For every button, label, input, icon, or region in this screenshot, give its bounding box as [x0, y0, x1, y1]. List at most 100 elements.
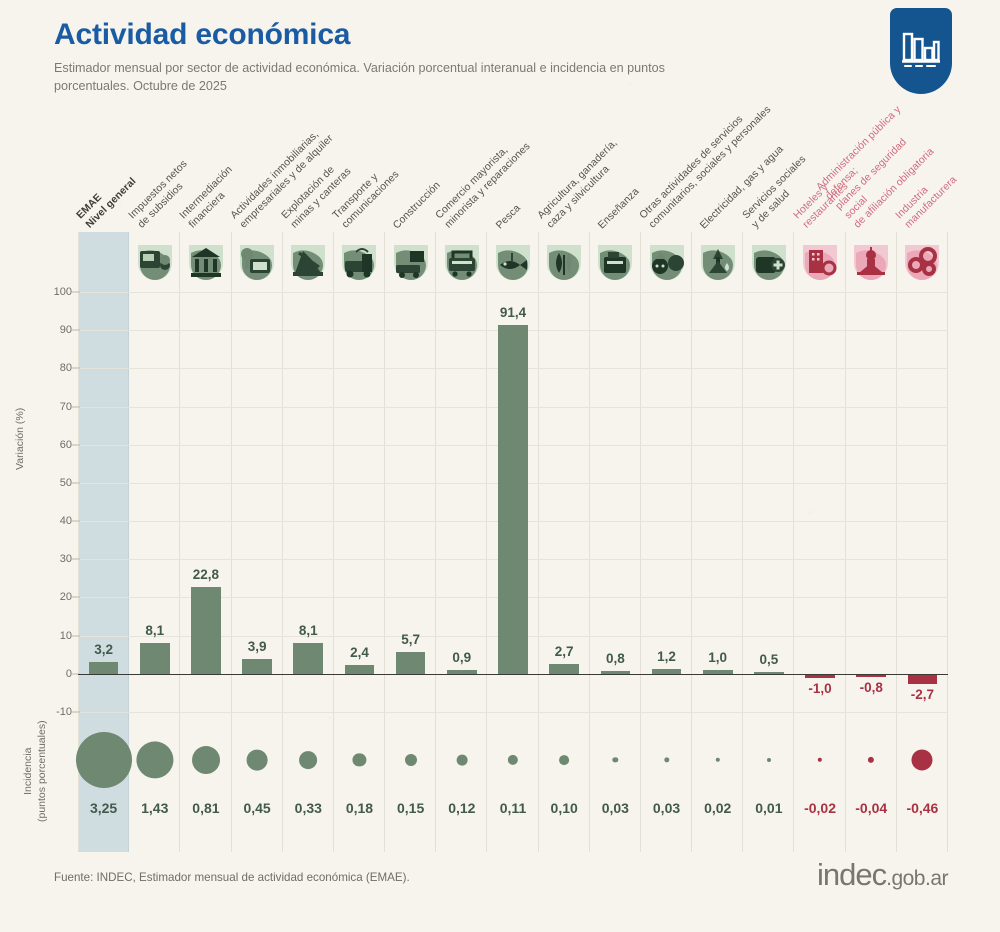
agriculture-icon — [539, 236, 590, 288]
transport-communications-icon — [334, 236, 385, 288]
bar — [191, 586, 221, 674]
bar — [293, 642, 324, 674]
header: Actividad económica Estimador mensual po… — [54, 18, 814, 96]
incidence-cell: 0,03 — [641, 712, 692, 852]
category-label: Pesca — [494, 202, 523, 232]
bar-value-label: 2,4 — [350, 644, 369, 660]
real-estate-icon — [232, 236, 283, 288]
y-axis-tick-label: 70 — [59, 400, 72, 413]
category-labels: EMAE Nivel general Impuestos netos de sub… — [75, 100, 978, 232]
incidence-bubble — [456, 754, 468, 766]
column-band — [129, 232, 181, 852]
column-band — [436, 232, 488, 852]
incidence-bubble — [507, 754, 519, 766]
y-axis-tick-label: 20 — [59, 591, 72, 604]
incidence-cell: 3,25 — [75, 712, 132, 852]
bar — [600, 670, 631, 674]
incidence-value-label: 0,33 — [294, 800, 322, 816]
incidence-cell: 0,03 — [590, 712, 641, 852]
brand-name: indec — [817, 857, 887, 892]
column-band — [385, 232, 437, 852]
y-axis-tick-label: -10 — [56, 706, 72, 718]
bar-value-label: 1,2 — [657, 649, 676, 665]
incidence-bubble — [715, 757, 720, 763]
incidence-bubble — [817, 757, 823, 763]
incidence-value-label: -0,04 — [855, 800, 888, 816]
incidence-cell: 0,33 — [283, 712, 334, 852]
bar — [702, 670, 733, 674]
y-axis-incidence-title: Incidencia (puntos porcentuales) — [22, 720, 48, 822]
bar-value-label: -1,0 — [808, 680, 832, 696]
bar-value-label: 91,4 — [499, 304, 527, 320]
sector-icon-row — [78, 232, 948, 292]
incidence-cell: -0,04 — [846, 712, 897, 852]
column-band — [846, 232, 897, 852]
y-axis-tick-mark — [72, 367, 80, 369]
community-services-icon — [641, 236, 692, 288]
y-axis-tick-label: 100 — [53, 286, 72, 298]
incidence-value-label: 0,45 — [243, 800, 271, 816]
bar-value-label: 8,1 — [145, 622, 165, 638]
bar-value-label: 8,1 — [298, 622, 318, 638]
y-axis-tick-mark — [72, 635, 80, 637]
incidence-value-label: 0,12 — [448, 800, 476, 816]
zero-baseline — [78, 673, 948, 676]
incidence-bubble — [404, 753, 417, 767]
incidence-value-label: 0,10 — [550, 800, 578, 816]
incidence-bubble — [246, 749, 268, 771]
bar-value-label: 0,8 — [605, 650, 625, 666]
construction-icon — [385, 236, 436, 288]
incidence-bubble — [299, 751, 318, 769]
column-band — [743, 232, 795, 852]
bar — [754, 671, 784, 675]
column-band — [334, 232, 386, 852]
taxes-icon — [129, 236, 180, 288]
incidence-cell: 0,12 — [436, 712, 487, 852]
column-band — [232, 232, 283, 852]
education-icon — [590, 236, 641, 288]
bar — [907, 673, 938, 685]
bar-value-label: -2,7 — [910, 687, 935, 703]
incidence-value-label: 0,03 — [601, 800, 629, 816]
y-axis-tick-mark — [72, 444, 80, 446]
bar-value-label: 2,7 — [554, 643, 574, 659]
y-axis-tick-label: 10 — [59, 629, 72, 642]
bar — [549, 663, 579, 674]
incidence-bubble — [559, 755, 570, 765]
column-band — [794, 232, 846, 852]
bar — [651, 669, 682, 674]
bar-value-label: 5,7 — [401, 632, 421, 648]
incidence-value-label: 0,11 — [499, 800, 527, 816]
bar — [344, 664, 375, 674]
incidence-cell: 1,43 — [129, 712, 180, 852]
y-axis-tick-mark — [72, 329, 80, 331]
incidence-value-label: 1,43 — [141, 800, 169, 816]
bar — [242, 658, 272, 674]
gridline — [78, 292, 948, 293]
bar — [805, 673, 835, 678]
y-axis-tick-mark — [72, 406, 80, 408]
incidence-bubble — [663, 757, 670, 763]
incidence-bubble — [136, 741, 174, 779]
bar — [139, 642, 170, 674]
y-axis-tick-label: 80 — [59, 362, 72, 375]
hotels-restaurants-icon — [794, 236, 845, 288]
page-subtitle: Estimador mensual por sector de activida… — [54, 61, 665, 93]
column-band — [180, 232, 232, 852]
mining-icon — [283, 236, 334, 288]
incidence-value-label: 0,02 — [704, 800, 732, 816]
incidence-bubble — [766, 758, 771, 762]
health-icon — [743, 236, 794, 288]
bar — [88, 661, 119, 674]
y-axis-tick-mark — [72, 520, 80, 522]
y-axis-tick-mark — [72, 291, 80, 293]
incidence-value-label: 0,03 — [652, 800, 681, 816]
y-axis-tick-mark — [72, 673, 80, 675]
y-axis-tick-label: 30 — [59, 553, 72, 566]
bar — [446, 670, 477, 674]
y-axis-tick-label: 40 — [59, 515, 72, 528]
incidence-value-label: 0,18 — [345, 800, 374, 816]
column-band — [487, 232, 539, 852]
incidence-value-label: 0,81 — [192, 800, 220, 816]
incidence-cell: 0,10 — [539, 712, 590, 852]
